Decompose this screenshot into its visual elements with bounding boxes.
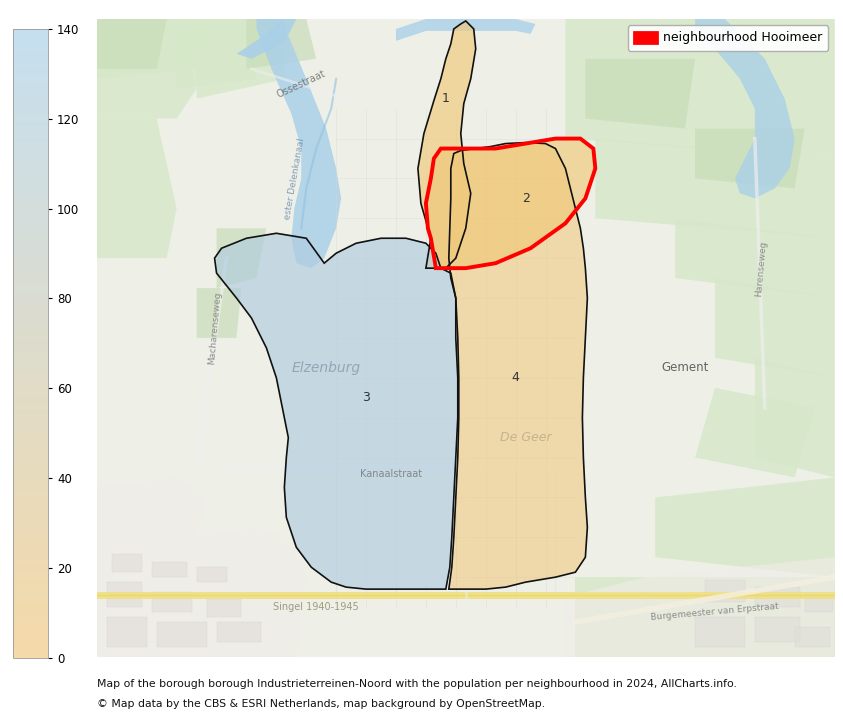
Polygon shape — [754, 358, 835, 477]
Bar — [157, 622, 207, 647]
Polygon shape — [97, 119, 177, 258]
Bar — [107, 582, 142, 607]
Polygon shape — [97, 527, 306, 657]
Polygon shape — [675, 219, 835, 298]
Bar — [754, 587, 800, 607]
Polygon shape — [97, 477, 207, 577]
Text: Macharenseweg: Macharenseweg — [207, 291, 223, 365]
Polygon shape — [97, 19, 196, 119]
Text: Singel 1940-1945: Singel 1940-1945 — [273, 602, 359, 612]
Bar — [705, 580, 745, 602]
Text: 1: 1 — [442, 92, 450, 105]
Polygon shape — [695, 129, 805, 188]
Polygon shape — [237, 19, 296, 59]
Bar — [112, 554, 142, 572]
Polygon shape — [448, 142, 588, 589]
Bar — [754, 617, 800, 642]
Polygon shape — [715, 278, 835, 377]
Polygon shape — [655, 477, 835, 577]
Polygon shape — [217, 229, 266, 288]
Polygon shape — [246, 19, 316, 69]
Text: Ossestraat: Ossestraat — [276, 68, 327, 99]
Text: 2: 2 — [522, 192, 529, 205]
Polygon shape — [97, 19, 207, 79]
Polygon shape — [695, 388, 814, 477]
Text: Gement: Gement — [662, 362, 709, 375]
Text: © Map data by the CBS & ESRI Netherlands, map background by OpenStreetMap.: © Map data by the CBS & ESRI Netherlands… — [97, 699, 545, 709]
Text: De Geer: De Geer — [500, 431, 551, 444]
Text: ester Delenkanaal: ester Delenkanaal — [282, 137, 306, 220]
Text: 3: 3 — [362, 391, 370, 404]
Bar — [805, 594, 833, 612]
Legend: neighbourhood Hooimeer: neighbourhood Hooimeer — [628, 25, 829, 51]
Polygon shape — [576, 577, 636, 657]
Polygon shape — [418, 21, 475, 268]
Polygon shape — [585, 59, 695, 129]
Bar — [695, 617, 745, 647]
Polygon shape — [695, 19, 795, 198]
Polygon shape — [636, 577, 835, 657]
Polygon shape — [566, 577, 645, 657]
Text: Burgemeester van Erpstraat: Burgemeester van Erpstraat — [651, 602, 780, 622]
Bar — [217, 622, 261, 642]
Polygon shape — [97, 19, 167, 69]
Polygon shape — [196, 288, 241, 338]
Bar — [107, 617, 147, 647]
Polygon shape — [215, 233, 458, 589]
Bar — [795, 627, 830, 647]
Bar — [152, 592, 191, 612]
Polygon shape — [645, 557, 835, 657]
Bar — [152, 562, 186, 577]
Polygon shape — [595, 139, 835, 238]
Text: Harenseweg: Harenseweg — [754, 240, 768, 296]
Polygon shape — [426, 139, 595, 268]
Polygon shape — [396, 19, 535, 41]
Bar — [196, 567, 227, 582]
Polygon shape — [566, 19, 835, 158]
Bar — [207, 599, 241, 617]
Polygon shape — [196, 19, 287, 99]
Text: Map of the borough borough Industrieterreinen-Noord with the population per neig: Map of the borough borough Industrieterr… — [97, 679, 737, 690]
Text: Kanaalstraat: Kanaalstraat — [360, 470, 422, 480]
Text: Elzenburg: Elzenburg — [292, 361, 361, 375]
Text: 4: 4 — [512, 371, 519, 384]
Polygon shape — [177, 19, 256, 88]
Polygon shape — [256, 19, 341, 268]
